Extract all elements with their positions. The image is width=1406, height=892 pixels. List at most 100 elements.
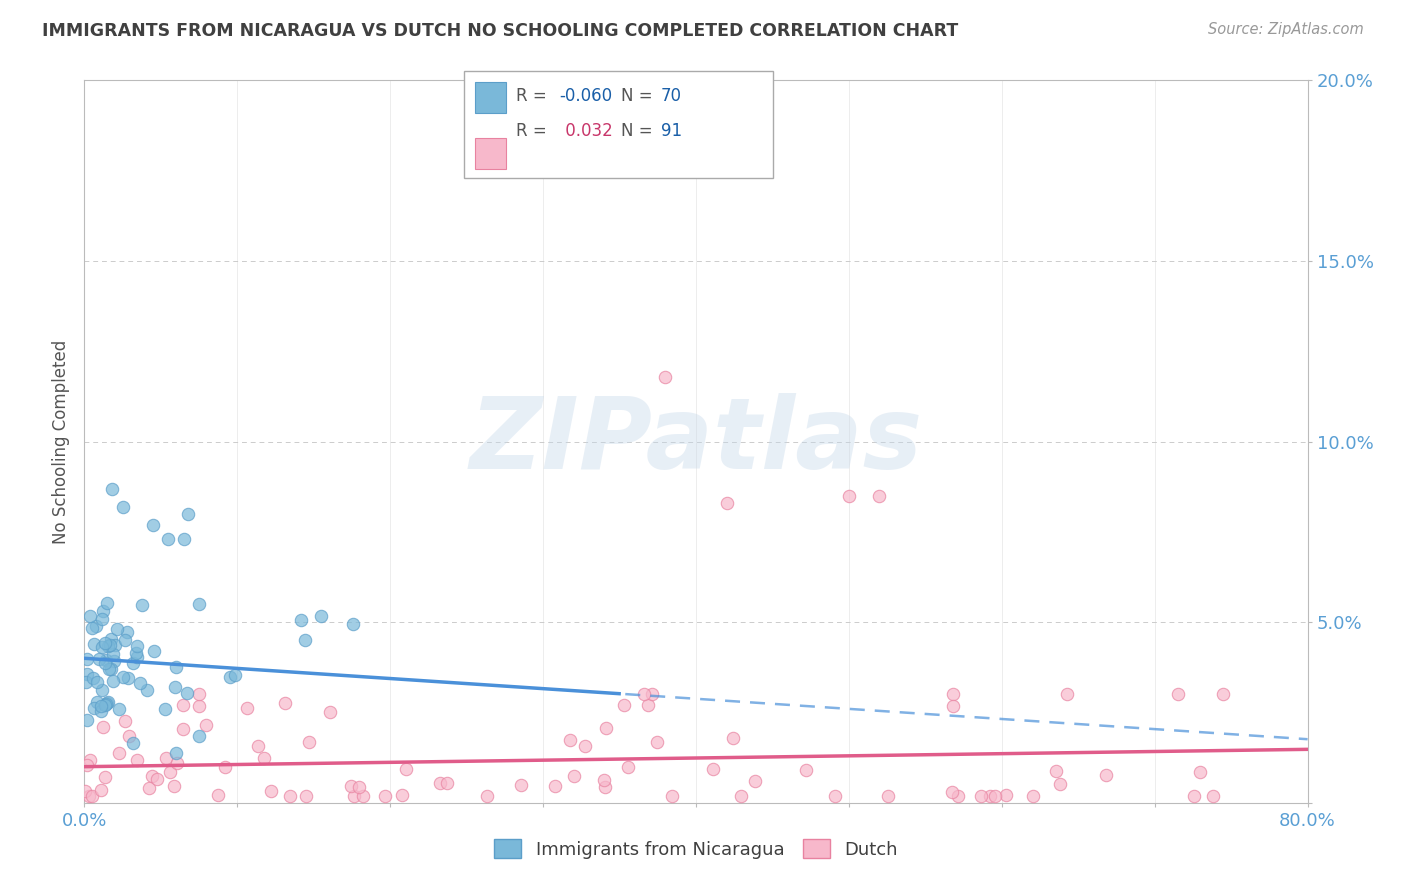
- Point: [82, 789, 104, 803]
- Point: [91, 604, 114, 618]
- Point: [96, 653, 118, 667]
- Point: [122, 656, 145, 670]
- Point: [79, 753, 101, 767]
- Point: [1056, 687, 1078, 701]
- Point: [105, 623, 128, 637]
- Point: [1202, 789, 1225, 803]
- Point: [188, 699, 211, 714]
- Point: [155, 702, 177, 716]
- Point: [278, 789, 301, 803]
- Point: [163, 681, 186, 695]
- Point: [172, 698, 194, 712]
- Point: [654, 369, 676, 384]
- Point: [97, 694, 120, 708]
- Point: [75, 784, 97, 798]
- Point: [1045, 764, 1067, 778]
- Point: [84, 618, 107, 632]
- Point: [637, 698, 659, 713]
- Point: [162, 779, 184, 793]
- Point: [253, 751, 276, 765]
- Point: [173, 532, 195, 546]
- Point: [1022, 789, 1045, 803]
- Y-axis label: No Schooling Completed: No Schooling Completed: [52, 340, 70, 543]
- Point: [1049, 776, 1071, 790]
- Point: [127, 650, 149, 665]
- Point: [125, 753, 148, 767]
- Point: [98, 662, 121, 676]
- Point: [391, 788, 413, 802]
- Point: [613, 698, 636, 712]
- Point: [166, 756, 188, 771]
- Point: [702, 762, 724, 776]
- Point: [94, 636, 117, 650]
- Point: [824, 789, 846, 803]
- Point: [76, 666, 98, 681]
- Point: [869, 489, 891, 503]
- Point: [141, 769, 163, 783]
- Point: [219, 670, 242, 684]
- Text: 70: 70: [661, 87, 682, 105]
- Point: [117, 729, 139, 743]
- Point: [111, 500, 134, 514]
- Point: [716, 496, 738, 510]
- Point: [1212, 687, 1234, 701]
- Point: [194, 717, 217, 731]
- Point: [744, 774, 766, 789]
- Point: [90, 682, 112, 697]
- Point: [177, 507, 200, 521]
- Point: [107, 746, 129, 760]
- Point: [76, 713, 98, 727]
- Point: [617, 760, 640, 774]
- Point: [129, 676, 152, 690]
- Text: R =: R =: [516, 87, 553, 105]
- Point: [342, 616, 364, 631]
- Point: [352, 789, 374, 803]
- Point: [260, 783, 283, 797]
- Point: [142, 644, 165, 658]
- Point: [941, 785, 963, 799]
- Point: [101, 647, 124, 661]
- Point: [593, 773, 616, 788]
- Point: [100, 632, 122, 647]
- Point: [311, 608, 333, 623]
- Point: [235, 700, 257, 714]
- Point: [145, 772, 167, 786]
- Point: [560, 733, 582, 747]
- Point: [86, 675, 108, 690]
- Point: [942, 687, 965, 701]
- Point: [94, 698, 117, 712]
- Point: [86, 695, 108, 709]
- Text: IMMIGRANTS FROM NICARAGUA VS DUTCH NO SCHOOLING COMPLETED CORRELATION CHART: IMMIGRANTS FROM NICARAGUA VS DUTCH NO SC…: [42, 22, 959, 40]
- Point: [509, 778, 531, 792]
- Point: [75, 675, 97, 690]
- Point: [114, 714, 136, 729]
- Point: [224, 667, 246, 681]
- Point: [595, 721, 617, 735]
- Point: [429, 775, 451, 789]
- Point: [96, 696, 118, 710]
- Point: [374, 789, 396, 803]
- Point: [544, 779, 567, 793]
- Point: [90, 704, 112, 718]
- Point: [188, 729, 211, 743]
- Point: [172, 722, 194, 736]
- Point: [838, 489, 860, 503]
- Point: [595, 780, 617, 794]
- Point: [94, 697, 117, 711]
- Point: [87, 652, 110, 666]
- Point: [114, 632, 136, 647]
- Point: [122, 736, 145, 750]
- Point: [131, 599, 153, 613]
- Point: [135, 683, 157, 698]
- Point: [155, 750, 177, 764]
- Point: [274, 696, 297, 710]
- Text: N =: N =: [621, 87, 658, 105]
- Point: [319, 705, 342, 719]
- Point: [979, 789, 1001, 803]
- Point: [1182, 789, 1205, 803]
- Point: [395, 762, 418, 776]
- Point: [90, 698, 112, 713]
- Point: [83, 700, 105, 714]
- Text: Source: ZipAtlas.com: Source: ZipAtlas.com: [1208, 22, 1364, 37]
- Text: N =: N =: [621, 122, 658, 140]
